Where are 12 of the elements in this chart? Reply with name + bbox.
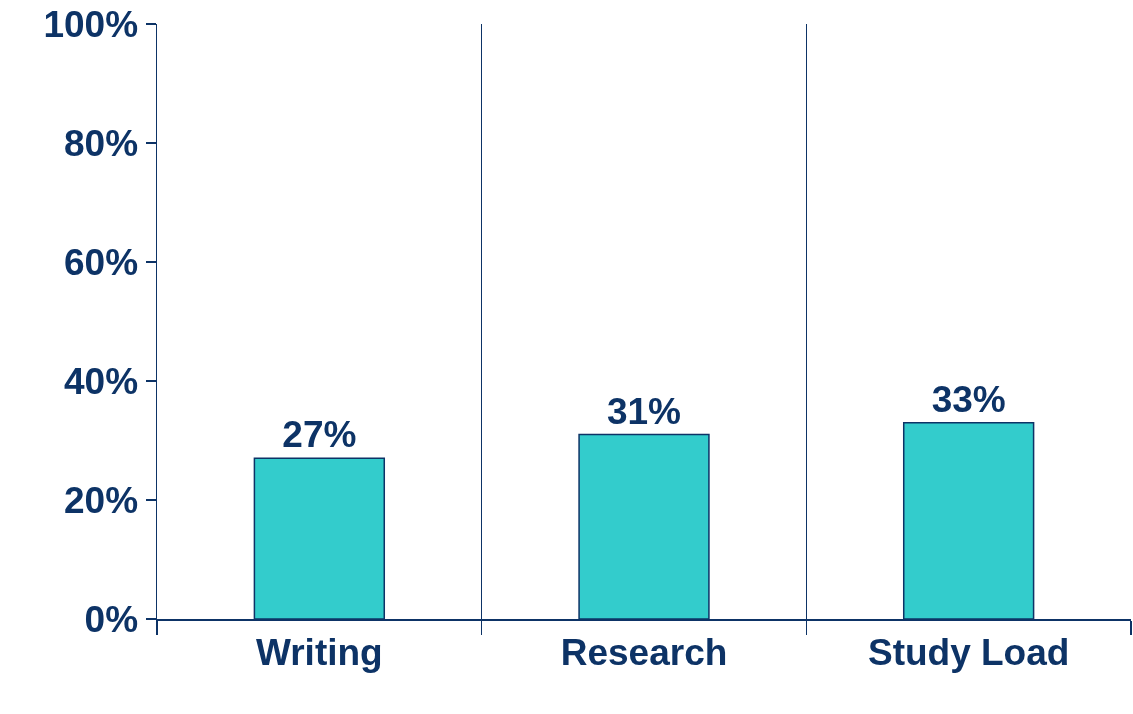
data-label: 33% [931,378,1006,420]
y-tick-label: 60% [64,241,139,283]
y-tick-label: 40% [64,360,139,402]
x-tick-label: Study Load [867,631,1070,673]
x-tick-label: Writing [255,631,383,673]
y-tick-label: 100% [43,3,139,45]
x-tick-label: Research [560,631,728,673]
y-tick-label: 80% [64,122,139,164]
y-tick-label: 0% [84,598,139,640]
data-label: 31% [606,390,682,432]
data-label: 27% [282,414,357,456]
y-tick-label: 20% [64,479,139,521]
